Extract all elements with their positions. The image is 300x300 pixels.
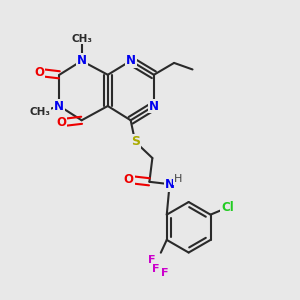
Text: S: S: [130, 135, 140, 148]
Text: CH₃: CH₃: [29, 107, 50, 117]
Text: N: N: [54, 100, 64, 112]
Text: N: N: [165, 178, 175, 191]
Text: O: O: [34, 66, 44, 79]
Text: F: F: [148, 255, 156, 265]
Text: F: F: [160, 268, 168, 278]
Text: H: H: [174, 174, 183, 184]
Text: F: F: [152, 264, 159, 274]
Text: Cl: Cl: [221, 201, 234, 214]
Text: O: O: [56, 116, 66, 129]
Text: O: O: [124, 173, 134, 186]
Text: N: N: [76, 54, 87, 67]
Text: N: N: [126, 54, 136, 67]
Text: N: N: [149, 100, 159, 112]
Text: CH₃: CH₃: [71, 34, 92, 44]
